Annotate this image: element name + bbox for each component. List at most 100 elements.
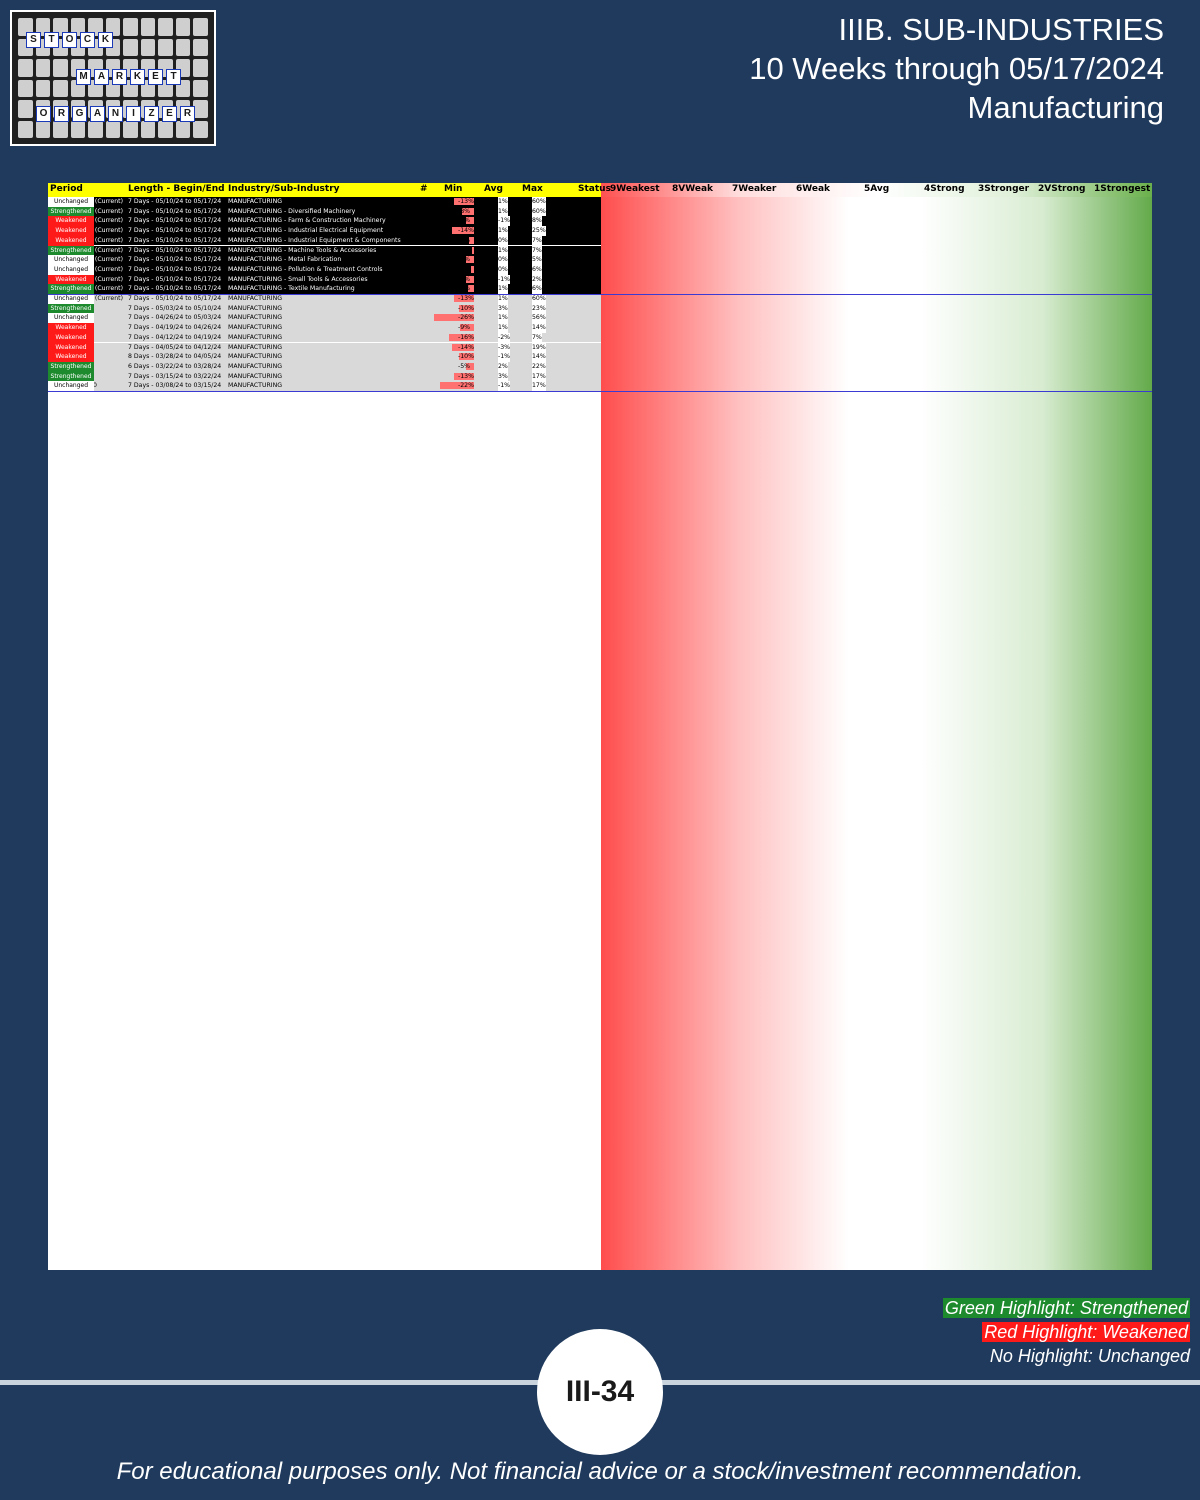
max-cell: 14% (532, 352, 546, 362)
length-cell: 7 Days - 05/10/24 to 05/17/24 (128, 265, 222, 273)
logo-letter: A (90, 106, 105, 122)
status-cell: Unchanged (48, 313, 94, 324)
min-cell: -2% (458, 265, 471, 273)
table-row: Period 1 of 10 (Current)7 Days - 05/10/2… (48, 235, 601, 246)
industry-cell: MANUFACTURING (228, 304, 283, 312)
status-cell: Weakened (48, 235, 94, 246)
avg-cell: -1% (498, 274, 511, 285)
column-header: Industry/Sub-Industry (228, 184, 340, 194)
min-bar (432, 226, 474, 235)
avg-cell: 1% (498, 226, 508, 236)
logo-letter: A (94, 69, 109, 85)
logo-letter: E (162, 106, 177, 122)
industry-cell: MANUFACTURING - Textile Manufacturing (228, 285, 355, 293)
length-cell: 7 Days - 05/10/24 to 05/17/24 (128, 295, 222, 302)
status-cell: Weakened (48, 332, 94, 343)
status-cell: Strengthened (48, 284, 94, 294)
table-row: Period 7 of 108 Days - 03/28/24 to 04/05… (48, 352, 601, 362)
table-row: Period 1 of 10 (Current)7 Days - 05/10/2… (48, 264, 601, 275)
length-cell: 7 Days - 05/10/24 to 05/17/24 (128, 236, 222, 244)
table-row: Period 1 of 10 (Current)7 Days - 05/10/2… (48, 255, 601, 265)
table-row: Period 4 of 107 Days - 04/19/24 to 04/26… (48, 323, 601, 333)
industry-cell: MANUFACTURING (228, 362, 283, 370)
min-bar (432, 352, 474, 361)
column-header: 9Weakest (610, 184, 660, 194)
max-cell: 17% (532, 381, 546, 391)
table-row: Period 1 of 10 (Current)7 Days - 05/10/2… (48, 206, 601, 217)
status-cell: Weakened (48, 352, 94, 362)
table-row: Period 10 of 107 Days - 03/08/24 to 03/1… (48, 381, 601, 391)
status-cell: Unchanged (48, 255, 94, 265)
section-title: IIIB. SUB-INDUSTRIES (838, 12, 1164, 47)
min-cell: -13% (458, 198, 474, 205)
status-cell: Weakened (48, 226, 94, 236)
legend-unchanged: No Highlight: Unchanged (989, 1346, 1190, 1366)
min-bar (432, 362, 474, 371)
avg-cell: -1% (498, 381, 511, 391)
table-row: Period 8 of 106 Days - 03/22/24 to 03/28… (48, 361, 601, 372)
min-bar (432, 372, 474, 381)
min-cell: -13% (458, 372, 474, 380)
min-bar (432, 381, 474, 390)
industry-cell: MANUFACTURING (228, 333, 283, 341)
column-header: 4Strong (924, 184, 965, 194)
industry-cell: MANUFACTURING (228, 295, 283, 302)
length-cell: 6 Days - 03/22/24 to 03/28/24 (128, 362, 222, 370)
industry-cell: MANUFACTURING - Metal Fabrication (228, 256, 342, 264)
table-row: Period 1 of 10 (Current)7 Days - 05/10/2… (48, 216, 601, 227)
avg-cell: 3% (498, 371, 508, 382)
table-row: Period 1 of 10 (Current)7 Days - 05/10/2… (48, 245, 601, 256)
industry-cell: MANUFACTURING - Industrial Electrical Eq… (228, 227, 384, 235)
status-cell: Unchanged (48, 294, 94, 304)
avg-cell: 1% (498, 294, 508, 304)
column-header: 7Weaker (732, 184, 777, 194)
industry-cell: MANUFACTURING (228, 198, 283, 205)
min-cell: -1% (458, 246, 471, 254)
avg-cell: -3% (498, 342, 511, 353)
min-bar (432, 313, 474, 322)
avg-cell: 0% (498, 255, 508, 265)
table-row: Period 5 of 107 Days - 04/12/24 to 04/19… (48, 332, 601, 343)
min-cell: -3% (458, 236, 471, 244)
max-cell: 19% (532, 342, 546, 353)
page-header: IIIB. SUB-INDUSTRIES 10 Weeks through 05… (749, 10, 1164, 127)
highlight-legend: Green Highlight: Strengthened Red Highli… (942, 1296, 1190, 1368)
max-cell: 8% (532, 216, 542, 227)
status-cell: Strengthened (48, 206, 94, 217)
length-cell: 7 Days - 05/10/24 to 05/17/24 (128, 227, 222, 235)
length-cell: 8 Days - 03/28/24 to 04/05/24 (128, 353, 222, 361)
table-rows: Period 1 of 10 (Current)7 Days - 05/10/2… (48, 197, 1152, 1270)
max-cell: 7% (532, 245, 542, 256)
avg-cell: 1% (498, 206, 508, 217)
avg-cell: -1% (498, 216, 511, 227)
min-bar (432, 333, 474, 342)
column-header: Period (50, 184, 83, 194)
min-cell: -10% (458, 304, 474, 312)
length-cell: 7 Days - 05/10/24 to 05/17/24 (128, 256, 222, 264)
status-cell: Weakened (48, 342, 94, 353)
max-cell: 7% (532, 332, 542, 343)
logo-letter: R (112, 69, 127, 85)
status-cell: Unchanged (48, 264, 94, 275)
min-cell: -8% (458, 207, 471, 215)
industry-cell: MANUFACTURING - Small Tools & Accessorie… (228, 275, 368, 283)
status-cell: Strengthened (48, 245, 94, 256)
min-bar (432, 236, 474, 245)
min-cell: -5% (458, 217, 471, 225)
logo-letter: R (180, 106, 195, 122)
avg-cell: 1% (498, 284, 508, 294)
disclaimer: For educational purposes only. Not finan… (116, 1458, 1084, 1485)
table-header-row: Period Length - Begin/End Industry/Sub-Ind… (48, 183, 1152, 197)
industry-cell: MANUFACTURING - Machine Tools & Accessor… (228, 246, 377, 254)
column-header: 8VWeak (672, 184, 713, 194)
max-cell: 6% (532, 284, 542, 294)
min-bar (432, 255, 474, 264)
logo-letter: K (98, 32, 113, 48)
length-cell: 7 Days - 04/12/24 to 04/19/24 (128, 333, 222, 341)
group-separator (48, 294, 1152, 295)
industry-cell: MANUFACTURING - Diversified Machinery (228, 207, 356, 215)
max-cell: 17% (532, 371, 546, 382)
min-bar (432, 197, 474, 206)
